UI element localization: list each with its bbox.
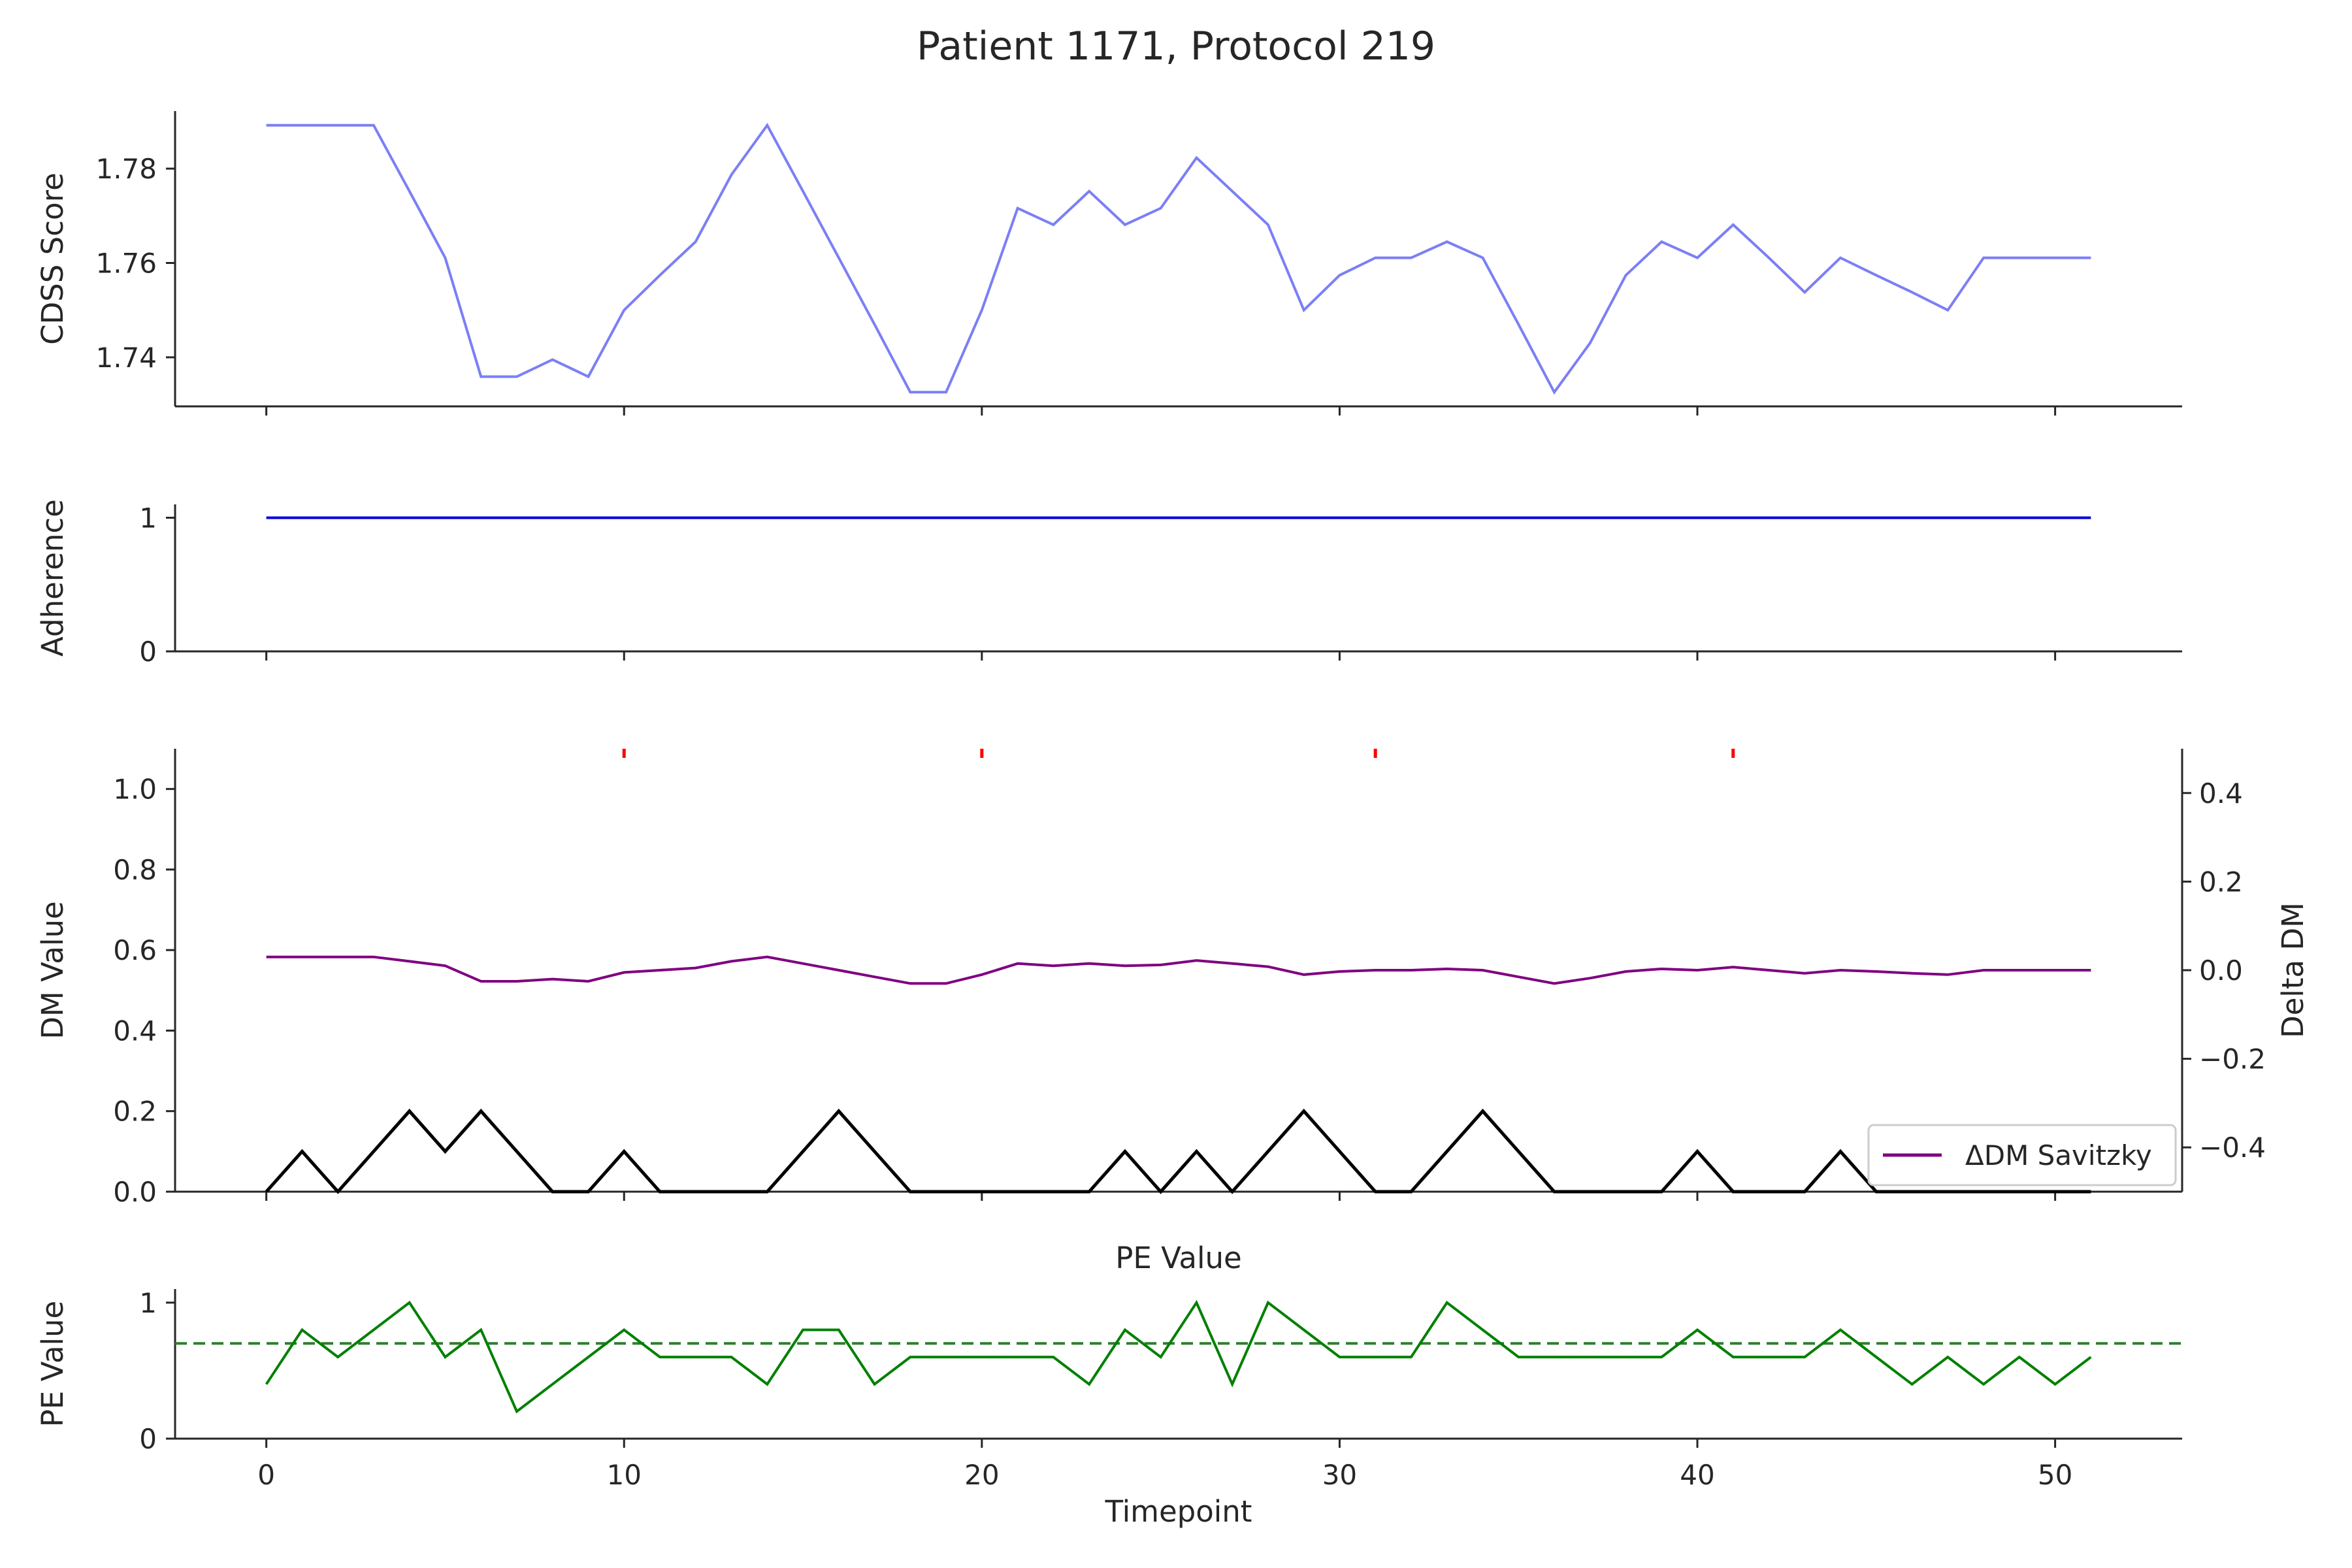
x-axis-label: Timepoint — [1105, 1494, 1252, 1529]
y-tick-label: 0.8 — [113, 854, 157, 886]
series-line-dm-0 — [265, 1108, 2091, 1194]
right-y-axis-label: Delta DM — [2276, 902, 2310, 1038]
x-tick-label: 40 — [1680, 1459, 1714, 1491]
y-tick-label: 1 — [139, 1287, 157, 1319]
y-tick-label: 0.2 — [113, 1096, 157, 1128]
series-line-pe-0 — [265, 1299, 2092, 1414]
figure-title: Patient 1171, Protocol 219 — [917, 24, 1435, 69]
y-axis-label: Adherence — [35, 499, 70, 657]
y-tick-label: 0 — [139, 636, 157, 668]
panel-adherence: 0 1 Adherence — [35, 499, 2182, 668]
x-tick-label: 10 — [607, 1459, 642, 1491]
panel-dm: 0.0 0.2 0.4 0.6 0.8 1.0 −0.4 −0.2 0.0 0.2 0.4 DM Va… — [35, 749, 2310, 1208]
y-tick-label: 1.76 — [95, 247, 157, 279]
y-tick-label: 1.78 — [95, 153, 157, 185]
right-y-tick-label: 0.0 — [2199, 955, 2243, 987]
right-y-tick-label: 0.2 — [2199, 866, 2243, 898]
y-tick-label: 1.0 — [113, 774, 157, 806]
x-tick-label: 50 — [2038, 1459, 2072, 1491]
y-tick-label: 0 — [139, 1423, 157, 1455]
legend-box — [1867, 1124, 2177, 1186]
y-axis-label: DM Value — [35, 901, 70, 1039]
panel-pe: 0 10 20 30 40 50 0 1 PE Value Timepoint PE Value — [35, 1241, 2182, 1529]
legend-label: ΔDM Savitzky — [1965, 1139, 2152, 1171]
panel-title: PE Value — [1115, 1241, 1241, 1275]
panel-cdss: 1.74 1.76 1.78 CDSS Score — [35, 111, 2182, 416]
y-tick-label: 0.0 — [113, 1176, 157, 1208]
y-axis-label: PE Value — [35, 1301, 70, 1427]
right-y-tick-label: 0.4 — [2199, 777, 2243, 809]
legend: ΔDM Savitzky — [1867, 1124, 2177, 1186]
y-tick-label: 1.74 — [95, 342, 157, 374]
y-tick-label: 1 — [139, 502, 157, 534]
x-tick-label: 0 — [257, 1459, 275, 1491]
right-y-tick-label: −0.4 — [2199, 1132, 2266, 1164]
right-y-tick-label: −0.2 — [2199, 1043, 2266, 1075]
series-line-dm-1 — [266, 955, 2091, 985]
y-tick-label: 0.6 — [113, 934, 157, 966]
series-line-cdss-0 — [266, 122, 2091, 395]
y-tick-label: 0.4 — [113, 1015, 157, 1047]
x-tick-label: 30 — [1322, 1459, 1357, 1491]
y-axis-label: CDSS Score — [35, 172, 70, 345]
x-tick-label: 20 — [964, 1459, 999, 1491]
